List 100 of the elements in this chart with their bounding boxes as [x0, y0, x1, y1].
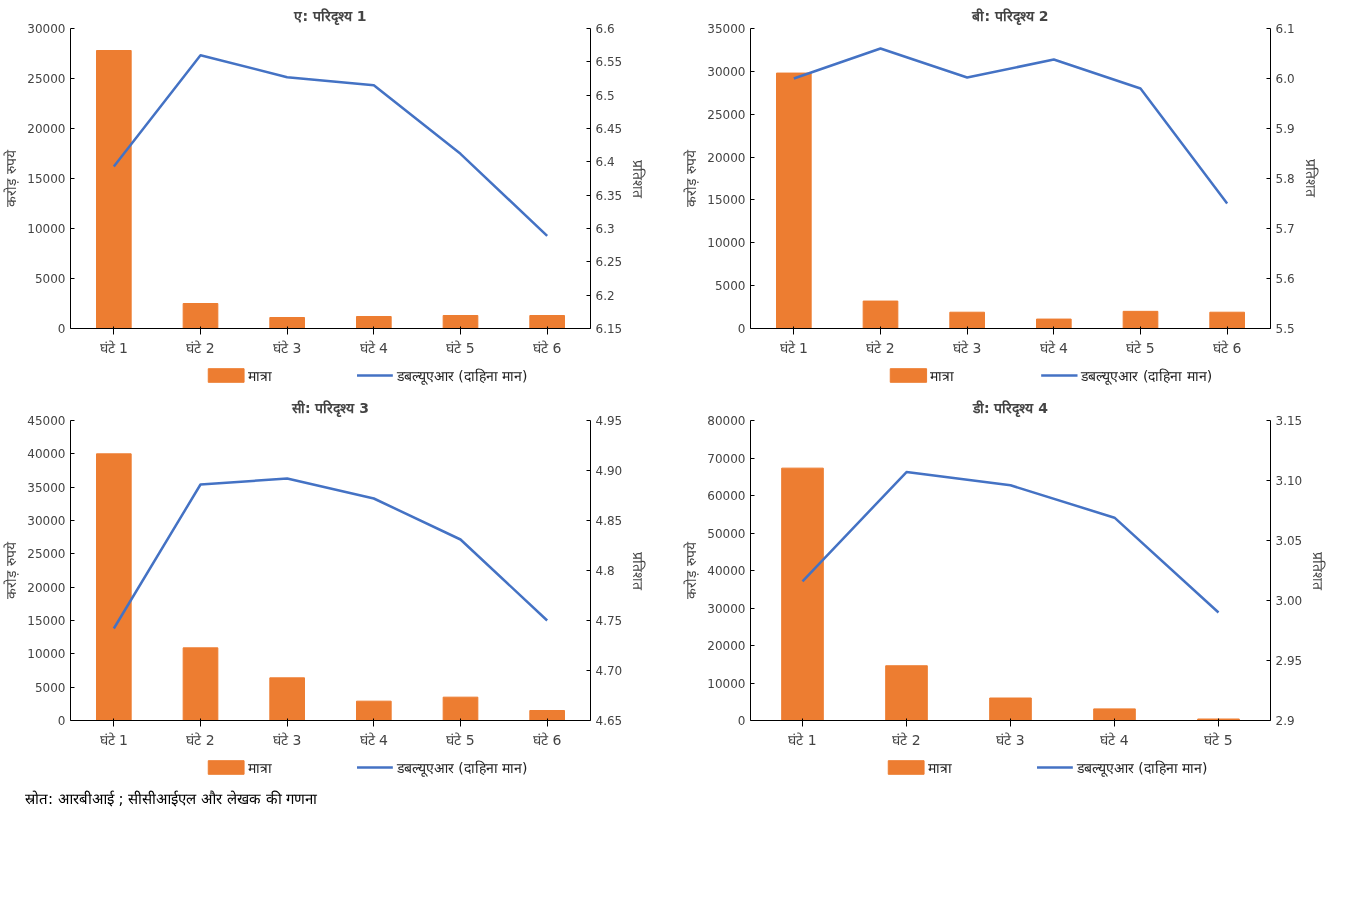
y-tick-label: 30000 [707, 601, 746, 616]
x-tick-label: घंटे 1 [99, 731, 129, 748]
legend-label: डबल्यूएआर (दाहिना मान) [1080, 367, 1213, 385]
y2-tick-label: 6.15 [595, 322, 623, 336]
y-tick-label: 30000 [707, 64, 746, 79]
y2-tick-label: 3.10 [1275, 474, 1303, 488]
y-tick-label: 50000 [707, 526, 746, 541]
y2-tick-label: 5.6 [1275, 272, 1295, 286]
x-tick-label: घंटे 4 [1039, 339, 1069, 356]
y2-tick-label: 4.75 [595, 614, 623, 628]
y-tick-label: 10000 [707, 676, 746, 691]
y-tick-label: 0 [57, 322, 66, 336]
y2-tick-label: 3.05 [1275, 534, 1303, 548]
legend-label: मात्रा [927, 759, 952, 776]
x-tick-label: घंटे 5 [446, 339, 475, 356]
chart-title: डी: परिदृश्य 4 [971, 399, 1049, 418]
x-tick-label: घंटे 6 [532, 339, 562, 356]
y-tick-label: 25000 [27, 547, 66, 562]
y2-tick-label: 6.55 [595, 55, 623, 70]
y2-tick-label: 4.65 [595, 714, 623, 728]
chart-title: सी: परिदृश्य 3 [290, 399, 370, 418]
y2-tick-label: 6.6 [595, 22, 615, 36]
x-tick-label: घंटे 1 [788, 731, 817, 748]
y2-tick-label: 5.8 [1275, 172, 1295, 186]
y-tick-label: 20000 [27, 580, 66, 595]
y2-tick-label: 4.70 [595, 664, 623, 678]
x-tick-label: घंटे 2 [892, 731, 921, 748]
y-tick-label: 25000 [707, 107, 746, 122]
x-tick-label: घंटे 6 [532, 731, 562, 748]
y2-tick-label: 5.7 [1275, 222, 1295, 236]
y-tick-label: 20000 [707, 639, 746, 653]
y-tick-label: 80000 [707, 414, 746, 428]
x-tick-label: घंटे 4 [359, 731, 389, 748]
y-tick-label: 15000 [27, 172, 66, 186]
y-tick-label: 10000 [707, 236, 746, 251]
y-tick-label: 30000 [27, 22, 66, 36]
y-tick-label: 0 [57, 714, 66, 728]
y2-tick-label: 6.5 [595, 88, 615, 103]
y2-tick-label: 5.5 [1275, 322, 1295, 336]
y2-tick-label: 4.90 [595, 464, 623, 478]
y-tick-label: 30000 [27, 514, 66, 528]
y2-tick-label: 4.8 [595, 564, 615, 578]
x-tick-label: घंटे 5 [446, 731, 475, 748]
y-axis-title: करोड़ रुपये [683, 149, 700, 207]
y2-tick-label: 3.15 [1275, 414, 1303, 428]
x-tick-label: घंटे 2 [186, 731, 215, 748]
y-tick-label: 20000 [27, 122, 66, 136]
y-tick-label: 40000 [27, 447, 66, 462]
x-tick-label: घंटे 3 [272, 731, 302, 748]
y-tick-label: 15000 [27, 614, 66, 628]
y-tick-label: 60000 [707, 489, 746, 503]
y2-axis-title: प्रतिशत [1302, 159, 1319, 199]
x-tick-label: घंटे 5 [1204, 731, 1233, 748]
y-tick-label: 5000 [34, 272, 66, 286]
y-tick-label: 0 [737, 714, 746, 728]
x-tick-label: घंटे 4 [1100, 731, 1129, 748]
text: स्रोत: आरबीआई ; सीसीआईएल और लेखक की गणना [25, 789, 318, 810]
y2-tick-label: 6.35 [595, 188, 623, 203]
y2-axis-title: प्रतिशत [630, 551, 647, 591]
x-tick-label: घंटे 2 [186, 339, 215, 356]
legend-label: डबल्यूएआर (दाहिना मान) [395, 367, 528, 385]
x-tick-label: घंटे 3 [996, 731, 1025, 748]
y-tick-label: 5000 [714, 279, 746, 294]
y-tick-label: 10000 [27, 222, 66, 236]
y-tick-label: 25000 [27, 72, 66, 86]
y-tick-label: 70000 [707, 451, 746, 466]
y2-tick-label: 6.0 [1275, 72, 1295, 86]
x-tick-label: घंटे 3 [952, 339, 982, 356]
y2-tick-label: 2.9 [1275, 714, 1295, 728]
y2-tick-label: 6.2 [595, 288, 615, 303]
y2-tick-label: 4.95 [595, 414, 623, 428]
y2-axis-title: प्रतिशत [1310, 551, 1327, 591]
y2-tick-label: 4.85 [595, 514, 623, 528]
y-axis-title: करोड़ रुपये [3, 149, 20, 207]
legend-label: मात्रा [247, 759, 272, 776]
y-axis-title: करोड़ रुपये [3, 541, 20, 599]
chart-title: बी: परिदृश्य 2 [971, 7, 1049, 26]
y2-tick-label: 6.25 [595, 255, 623, 270]
x-tick-label: घंटे 4 [359, 339, 389, 356]
y2-tick-label: 6.45 [595, 122, 623, 136]
y2-tick-label: 2.95 [1275, 654, 1303, 668]
x-tick-label: घंटे 1 [99, 339, 129, 356]
y-tick-label: 10000 [27, 647, 66, 662]
y2-tick-label: 3.00 [1275, 594, 1303, 608]
y-tick-label: 5000 [34, 680, 66, 695]
y-tick-label: 20000 [707, 150, 746, 165]
legend-label: मात्रा [930, 367, 955, 384]
y-tick-label: 35000 [707, 22, 746, 36]
legend-label: डबल्यूएआर (दाहिना मान) [395, 759, 528, 777]
x-tick-label: घंटे 6 [1212, 339, 1242, 356]
chart-title: ए: परिदृश्य 1 [293, 7, 367, 26]
x-tick-label: घंटे 5 [1126, 339, 1155, 356]
y2-tick-label: 6.4 [595, 155, 615, 170]
y2-tick-label: 6.1 [1275, 22, 1295, 36]
x-tick-label: घंटे 3 [272, 339, 302, 356]
x-tick-label: घंटे 2 [866, 339, 895, 356]
legend-label: मात्रा [247, 367, 272, 384]
y2-tick-label: 6.3 [595, 222, 615, 236]
legend-label: डबल्यूएआर (दाहिना मान) [1075, 759, 1208, 777]
y-tick-label: 0 [737, 322, 746, 336]
